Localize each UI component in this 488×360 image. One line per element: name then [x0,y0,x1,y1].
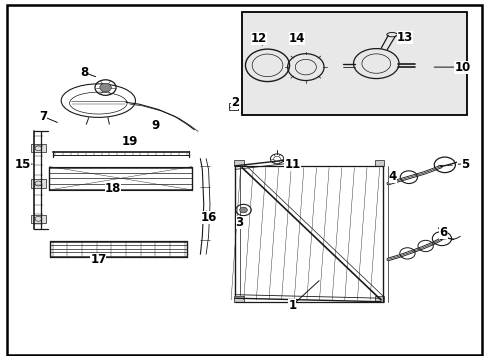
Bar [233,296,243,302]
Text: 6: 6 [438,226,447,239]
Bar [374,160,384,166]
Text: 14: 14 [288,32,305,45]
Text: 12: 12 [250,32,266,45]
Circle shape [239,207,247,213]
Text: 13: 13 [396,31,412,44]
Text: 2: 2 [230,96,239,109]
Bar [374,296,384,302]
Bar [31,215,45,223]
Circle shape [100,83,111,92]
Bar [31,144,45,153]
Bar [233,160,243,166]
Text: 18: 18 [104,182,121,195]
Bar [229,103,237,111]
Bar [242,13,467,115]
Text: 4: 4 [388,170,396,183]
Text: 5: 5 [460,158,468,171]
Text: 10: 10 [453,60,470,73]
Text: 3: 3 [235,216,244,229]
Text: 17: 17 [90,253,106,266]
Text: 9: 9 [151,119,160,132]
Text: 8: 8 [80,66,88,79]
Bar [31,179,45,188]
Text: 16: 16 [200,211,216,224]
Text: 7: 7 [39,110,47,123]
Text: 19: 19 [121,135,138,148]
Text: 15: 15 [15,158,31,171]
Text: 1: 1 [288,299,296,312]
Text: 11: 11 [284,158,300,171]
